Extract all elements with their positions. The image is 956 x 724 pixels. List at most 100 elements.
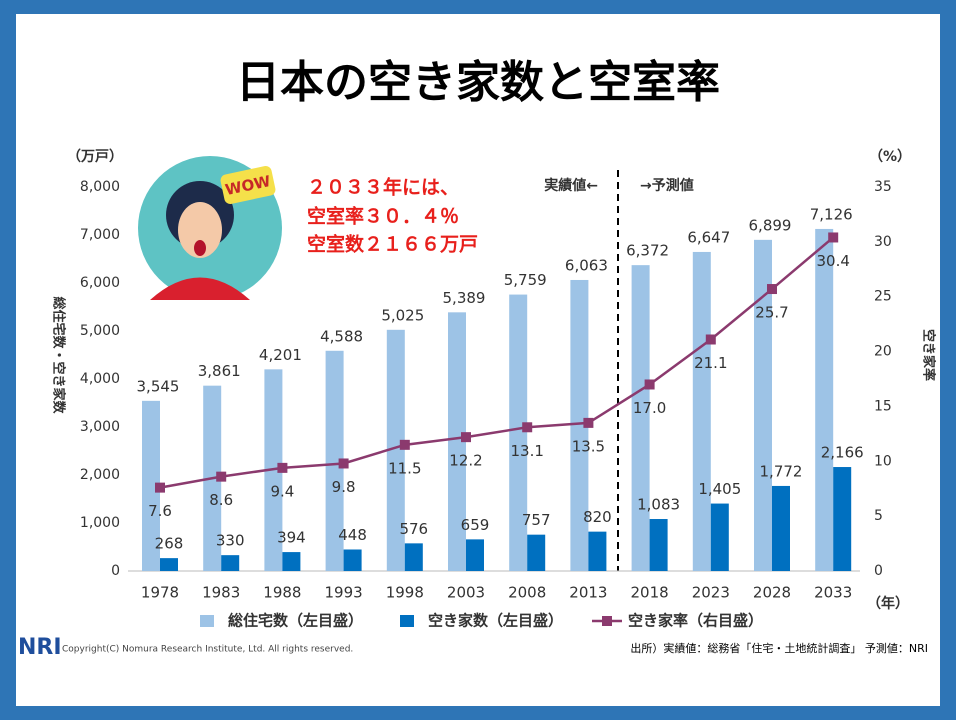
x-tick-label: 1993 — [325, 584, 363, 602]
bar-total — [325, 350, 344, 571]
vacant-label: 757 — [522, 511, 551, 529]
rate-marker — [399, 439, 410, 450]
bar-vacant — [649, 519, 668, 571]
x-tick-label: 2003 — [447, 584, 485, 602]
forecast-label: →予測値 — [640, 177, 694, 194]
rate-line — [159, 236, 835, 489]
rate-marker — [216, 471, 227, 482]
y-tick-label: 6,000 — [80, 275, 120, 291]
x-tick-label: 2008 — [508, 584, 546, 602]
y2-tick-label: 35 — [874, 179, 892, 195]
vacant-label: 394 — [277, 529, 306, 547]
bar-vacant — [160, 558, 178, 571]
y-tick-label: 7,000 — [80, 227, 120, 243]
y-tick-label: 5,000 — [80, 323, 120, 339]
bar-total — [815, 228, 834, 571]
vacant-label: 1,405 — [698, 480, 741, 498]
rate-marker — [644, 379, 655, 390]
rate-marker — [522, 422, 533, 433]
y2-tick-label: 30 — [874, 234, 892, 250]
bar-total — [570, 279, 589, 571]
y-tick-label: 2,000 — [80, 467, 120, 483]
total-label: 6,647 — [687, 228, 730, 246]
bar-vacant — [588, 531, 607, 571]
rate-marker — [705, 334, 716, 345]
bar-total — [509, 294, 528, 571]
rate-label: 7.6 — [148, 502, 172, 520]
x-unit: （年） — [867, 595, 909, 612]
vacant-label: 2,166 — [821, 444, 864, 462]
bar-vacant — [527, 534, 546, 571]
legend-label: 空き家数（左目盛） — [428, 612, 563, 630]
total-label: 6,063 — [565, 256, 608, 274]
rate-label: 25.7 — [755, 304, 788, 322]
bar-total — [142, 400, 160, 571]
vacant-label: 448 — [338, 526, 367, 544]
rate-marker — [155, 482, 165, 493]
total-label: 5,759 — [504, 271, 547, 289]
legend-swatch — [200, 615, 214, 627]
bar-vacant — [466, 539, 484, 571]
y2-tick-label: 20 — [874, 344, 892, 360]
y-unit: （万戸） — [67, 149, 123, 165]
y-tick-label: 3,000 — [80, 419, 120, 435]
total-label: 4,201 — [259, 346, 302, 364]
source: 出所）実績値：総務省「住宅・土地統計調査」 予測値：NRI — [630, 641, 928, 655]
total-label: 5,389 — [443, 289, 486, 307]
y-tick-label: 4,000 — [80, 371, 120, 387]
total-label: 4,588 — [320, 327, 363, 345]
vacant-label: 659 — [461, 516, 490, 534]
x-tick-label: 2028 — [753, 584, 791, 602]
copyright: Copyright(C) Nomura Research Institute, … — [62, 645, 353, 655]
legend-label: 空き家率（右目盛） — [628, 612, 763, 630]
x-tick-label: 1983 — [202, 584, 240, 602]
total-label: 6,372 — [626, 242, 669, 260]
bar-total — [754, 239, 772, 571]
annotation: 空室数２１６６万戸 — [307, 233, 478, 256]
bar-total — [386, 329, 405, 571]
bar-total — [631, 265, 650, 571]
x-tick-label: 2018 — [631, 584, 669, 602]
rate-marker — [461, 432, 471, 443]
annotation: ２０３３年には、 — [307, 176, 459, 199]
y-tick-label: 0 — [111, 563, 120, 579]
actual-label: 実績値← — [544, 177, 598, 194]
bar-vacant — [343, 549, 362, 571]
x-tick-label: 1998 — [386, 584, 424, 602]
y2-tick-label: 10 — [874, 453, 892, 469]
x-tick-label: 2013 — [569, 584, 607, 602]
x-tick-label: 1978 — [141, 584, 179, 602]
rate-label: 8.6 — [209, 491, 233, 509]
bar-vacant — [404, 543, 423, 571]
annotation: 空室率３０．４％ — [307, 205, 459, 228]
vacant-label: 1,772 — [760, 462, 803, 480]
bar-vacant — [772, 485, 790, 571]
rate-marker — [583, 417, 594, 428]
total-label: 5,025 — [381, 306, 424, 324]
x-tick-label: 1988 — [263, 584, 301, 602]
rate-label: 13.5 — [572, 437, 605, 455]
total-label: 3,545 — [137, 377, 180, 395]
y2-tick-label: 25 — [874, 289, 892, 305]
bar-vacant — [221, 555, 240, 571]
rate-marker — [828, 232, 839, 243]
y2-axis-title: 空き家率 — [921, 329, 937, 381]
rate-label: 21.1 — [694, 354, 727, 372]
bar-vacant — [282, 552, 301, 571]
bar-total — [448, 312, 466, 571]
legend-marker — [602, 616, 612, 626]
y2-tick-label: 0 — [874, 563, 883, 579]
rate-label: 9.8 — [332, 478, 356, 496]
rate-label: 30.4 — [816, 252, 849, 270]
vacant-label: 330 — [216, 532, 245, 550]
y2-unit: （%） — [869, 149, 911, 165]
rate-label: 9.4 — [270, 482, 294, 500]
vacant-label: 820 — [583, 508, 612, 526]
total-label: 3,861 — [198, 362, 241, 380]
vacant-label: 576 — [399, 520, 428, 538]
rate-label: 12.2 — [449, 452, 482, 470]
vacant-label: 1,083 — [637, 496, 680, 514]
legend-label: 総住宅数（左目盛） — [228, 612, 363, 630]
x-tick-label: 2033 — [814, 584, 852, 602]
